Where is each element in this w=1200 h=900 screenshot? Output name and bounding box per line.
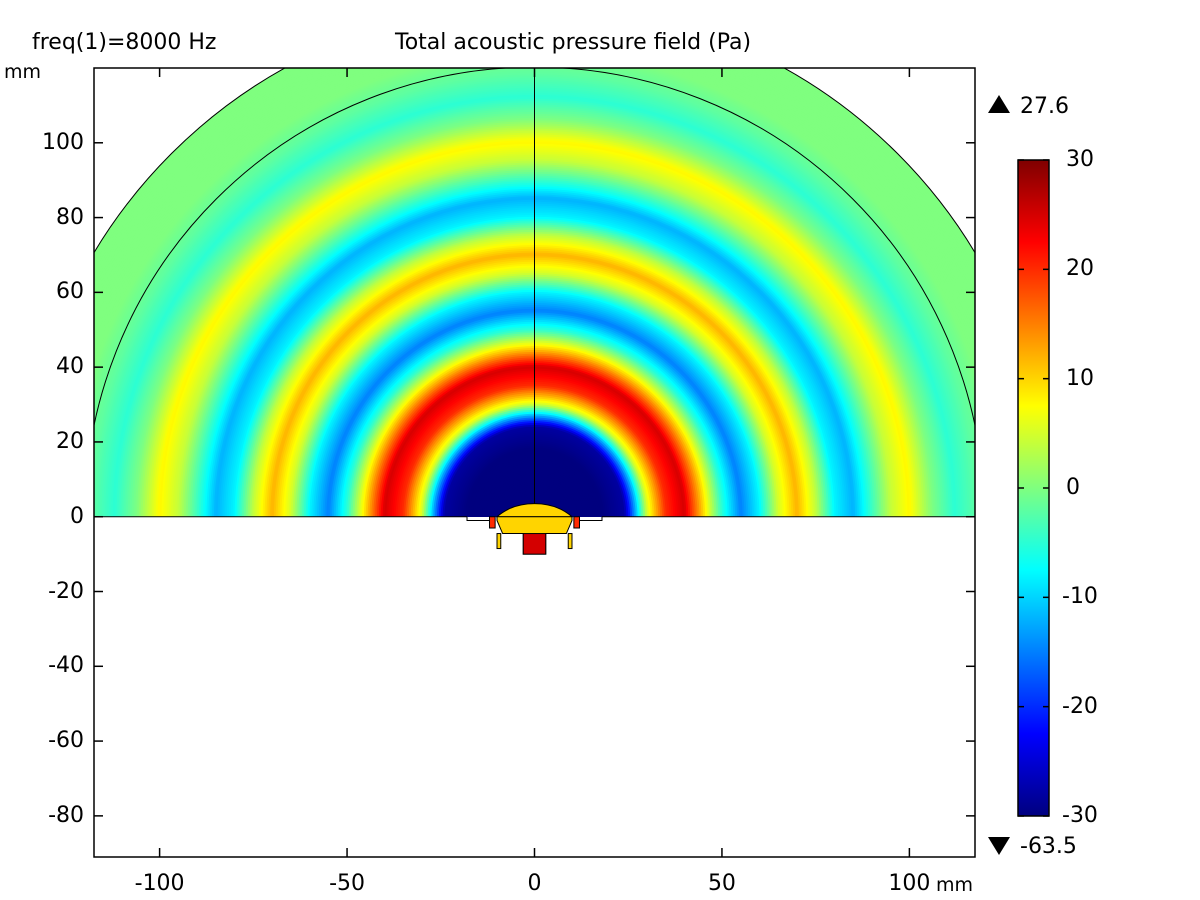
x-tick-label: -50 (329, 871, 366, 896)
axis-ticks (94, 68, 975, 857)
y-tick-label: -80 (48, 802, 84, 828)
source-leg-right (567, 533, 573, 550)
y-unit-label: mm (4, 61, 42, 83)
colorbar-tick-label: -20 (1062, 693, 1098, 719)
y-tick-label: 20 (56, 428, 84, 454)
x-unit-label: mm (936, 874, 974, 896)
x-tick-label: -100 (134, 871, 185, 896)
y-tick-label: -40 (48, 653, 84, 679)
y-tick-label: -20 (48, 578, 84, 604)
y-tick-label: -60 (48, 728, 84, 754)
colorbar-tick-label: 0 (1066, 475, 1080, 500)
y-tick-label: 100 (42, 129, 84, 155)
colorbar-max-label: 27.6 (1020, 94, 1069, 119)
source-flange-left (489, 516, 496, 529)
colorbar-ticks (1018, 159, 1049, 817)
colorbar-tick-label: -30 (1062, 803, 1098, 828)
frequency-label: freq(1)=8000 Hz (32, 30, 217, 55)
baffle-edge (466, 516, 490, 521)
plot-title: Total acoustic pressure field (Pa) (395, 30, 752, 55)
colorbar-tick-label: 10 (1066, 365, 1094, 391)
source-throat (522, 533, 547, 555)
y-tick-label: 0 (70, 503, 84, 529)
y-tick-label: 80 (56, 204, 84, 230)
x-tick-label: 0 (527, 871, 542, 896)
colorbar-min-label: -63.5 (1020, 834, 1077, 859)
colorbar-tick-label: 20 (1066, 256, 1094, 282)
y-tick-label: 60 (56, 279, 84, 305)
baffle-edge (579, 516, 603, 521)
transducer-source (466, 503, 603, 555)
boundary-lines (94, 68, 975, 516)
colorbar-tick-label: -10 (1062, 584, 1098, 610)
pml-inner-boundary (94, 68, 975, 428)
x-tick-label: 100 (888, 871, 931, 896)
source-leg-left (496, 533, 502, 550)
max-triangle-icon (988, 95, 1010, 113)
min-triangle-icon (988, 837, 1010, 855)
x-tick-label: 50 (707, 871, 736, 896)
y-tick-label: 40 (56, 354, 84, 380)
source-dome (495, 503, 574, 518)
source-flange-right (573, 516, 580, 529)
colorbar-tick-label: 30 (1066, 147, 1094, 172)
